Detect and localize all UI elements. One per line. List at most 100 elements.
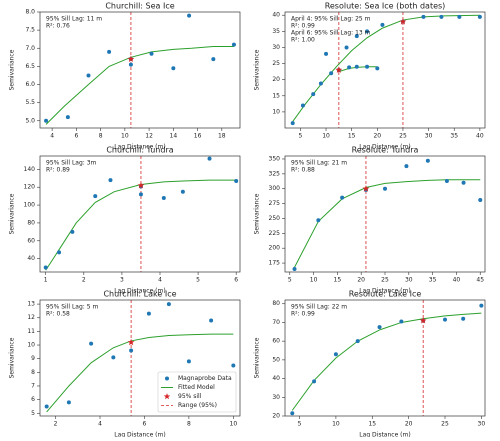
y-tick-label: 7.5	[25, 27, 35, 34]
x-tick-label: 25	[441, 421, 449, 428]
data-point	[311, 92, 316, 97]
data-point	[86, 73, 91, 78]
y-tick-label: 300	[269, 185, 281, 192]
data-point	[479, 303, 484, 308]
x-tick-label: 16	[194, 133, 202, 140]
data-point	[365, 64, 370, 69]
annotation: April 4: 95% Sill Lag: 25 m	[291, 16, 371, 23]
data-point	[186, 359, 191, 364]
x-tick-label: 10	[121, 133, 129, 140]
y-tick-label: 5.0	[25, 117, 35, 124]
data-point	[129, 348, 134, 353]
data-point	[209, 318, 214, 323]
y-axis-label: Semivariance	[254, 49, 261, 90]
x-tick-label: 10	[322, 133, 330, 140]
data-point	[187, 13, 192, 18]
data-point	[290, 411, 295, 416]
y-tick-label: 25	[272, 60, 280, 67]
legend-swatch	[163, 393, 171, 400]
legend-swatch	[165, 376, 169, 381]
y-tick-label: 250	[269, 215, 281, 222]
data-point	[65, 115, 70, 120]
x-tick-label: 45	[476, 277, 484, 284]
x-tick-label: 6	[143, 421, 147, 428]
y-tick-label: 40	[27, 255, 35, 262]
annotation: R²: 0.88	[291, 167, 315, 174]
data-point	[93, 194, 98, 199]
y-tick-label: 6	[31, 396, 35, 403]
y-tick-label: 200	[269, 245, 281, 252]
panel: Churchill: Sea Ice Lag Distance (m) Semiva…	[9, 2, 241, 151]
annotation: R²: 0.76	[46, 23, 70, 30]
y-axis-label: Semivariance	[9, 49, 16, 90]
data-point	[89, 341, 94, 346]
data-point	[128, 62, 133, 67]
data-point	[300, 103, 305, 108]
legend-box	[157, 371, 237, 413]
data-point	[231, 42, 236, 47]
data-point	[44, 118, 49, 123]
x-tick-label: 14	[170, 133, 178, 140]
y-tick-label: 100	[24, 202, 36, 209]
panel-title: Churchill: Tundra	[106, 146, 173, 155]
x-axis-label: Lag Distance (m)	[359, 144, 410, 151]
x-tick-label: 5	[288, 277, 292, 284]
y-tick-label: 5.5	[25, 99, 35, 106]
data-point	[70, 229, 75, 234]
y-tick-label: 5	[31, 410, 35, 417]
data-point	[207, 156, 212, 161]
data-point	[108, 178, 113, 183]
x-tick-label: 8	[187, 421, 191, 428]
sill-marker	[419, 316, 427, 324]
x-tick-label: 20	[373, 133, 381, 140]
sill-marker	[127, 338, 135, 346]
y-axis-label: Semivariance	[254, 193, 261, 234]
fit-line	[294, 179, 481, 268]
legend-label: 95% sill	[178, 393, 202, 400]
legend-label: Range (95%)	[178, 402, 217, 409]
data-point	[399, 319, 404, 324]
data-point	[477, 14, 482, 19]
annotation: R²: 0.99	[291, 23, 315, 30]
y-tick-label: 11	[27, 328, 35, 335]
y-tick-label: 60	[272, 338, 280, 345]
sill-marker	[399, 18, 407, 25]
data-point	[161, 195, 166, 200]
y-axis-label: Semivariance	[9, 193, 16, 234]
data-point	[316, 218, 321, 223]
x-tick-label: 3	[120, 277, 124, 284]
plot-frame	[284, 155, 486, 273]
x-tick-label: 4	[158, 277, 162, 284]
x-tick-label: 6	[74, 133, 78, 140]
panel-title: Resolute: Sea Ice (both dates)	[325, 2, 446, 11]
x-tick-label: 20	[405, 421, 413, 428]
data-point	[107, 49, 112, 54]
x-tick-label: 35	[429, 277, 437, 284]
data-point	[439, 14, 444, 19]
panel-title: Churchill: Sea Ice	[105, 2, 174, 11]
y-tick-label: 225	[269, 230, 281, 237]
x-tick-label: 5	[298, 133, 302, 140]
data-point	[344, 45, 349, 50]
x-tick-label: 2	[54, 421, 58, 428]
data-point	[478, 198, 483, 203]
annotation: 95% Sill Lag: 11 m	[46, 16, 102, 23]
x-tick-label: 6	[234, 277, 238, 284]
data-point	[375, 66, 380, 71]
x-tick-label: 30	[425, 133, 433, 140]
data-point	[57, 250, 62, 255]
legend: Magnaprobe Data Fitted Model 95% sill Range…	[157, 371, 237, 413]
data-point	[312, 379, 317, 384]
sill-marker	[137, 181, 145, 189]
y-tick-label: 40	[272, 12, 280, 19]
x-tick-label: 40	[453, 277, 461, 284]
y-tick-label: 10	[27, 342, 35, 349]
data-point	[318, 81, 323, 86]
x-tick-label: 25	[381, 277, 389, 284]
y-tick-label: 350	[269, 155, 281, 162]
y-tick-label: 325	[269, 170, 281, 177]
